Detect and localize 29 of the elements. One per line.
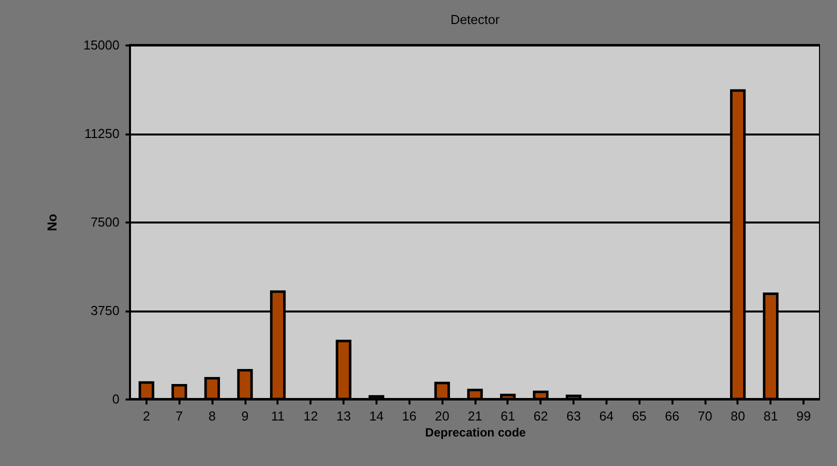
x-axis-title: Deprecation code [425,426,526,440]
y-tick-label: 3750 [90,303,120,318]
x-tick-label: 64 [599,408,614,424]
x-tick-label: 16 [402,408,417,424]
x-tick-label: 70 [698,408,712,424]
y-tick-label: 15000 [83,38,120,52]
x-tick-label: 61 [500,408,516,424]
x-tick-label: 66 [664,408,680,424]
x-tick-label: 13 [336,408,351,424]
x-tick-label: 63 [566,408,581,424]
y-tick-label: 11250 [84,126,120,141]
x-tick-label: 62 [533,408,548,424]
x-tick-label: 8 [208,408,216,424]
y-axis-title: No [44,214,60,232]
x-tick-label: 9 [241,408,249,424]
x-tick-label: 65 [632,408,647,424]
x-tick-label: 99 [796,408,811,424]
x-tick-label: 21 [468,408,482,424]
x-tick-label: 80 [730,408,746,424]
x-tick-label: 20 [434,408,450,424]
y-tick-label: 0 [112,392,120,406]
chart-title: Detector [450,12,500,27]
y-tick-label: 7500 [90,214,120,230]
x-tick-label: 14 [369,408,384,424]
x-tick-label: 11 [271,408,285,424]
x-tick-label: 81 [763,408,778,424]
x-tick-label: 7 [176,408,183,424]
x-tick-label: 12 [303,408,318,424]
x-tick-label: 2 [142,408,150,424]
